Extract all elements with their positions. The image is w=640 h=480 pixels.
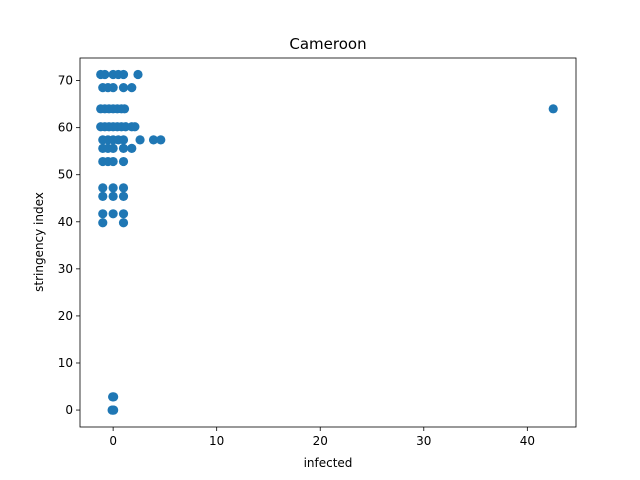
scatter-point xyxy=(548,104,558,114)
y-axis-label: stringency index xyxy=(32,192,46,292)
scatter-point xyxy=(118,143,129,153)
scatter-point xyxy=(148,135,159,145)
x-tick-label: 30 xyxy=(416,434,431,448)
y-tick-label: 50 xyxy=(58,168,73,182)
scatter-point xyxy=(119,104,130,114)
y-tick-label: 60 xyxy=(58,121,73,135)
x-axis-label: infected xyxy=(304,456,353,470)
y-tick-label: 10 xyxy=(58,356,73,370)
y-tick-label: 70 xyxy=(58,74,73,88)
scatter-point xyxy=(100,69,110,80)
scatter-point xyxy=(118,135,129,145)
scatter-point xyxy=(108,143,118,153)
scatter-point xyxy=(98,218,108,228)
x-tick-label: 20 xyxy=(313,434,328,448)
scatter-point xyxy=(118,209,129,219)
scatter-point xyxy=(108,209,118,219)
scatter-point xyxy=(118,218,129,228)
scatter-point xyxy=(98,209,108,219)
scatter-point xyxy=(135,135,145,145)
scatter-point xyxy=(118,69,129,80)
x-tick-label: 10 xyxy=(209,434,224,448)
scatter-point xyxy=(109,392,119,402)
scatter-point xyxy=(133,69,143,80)
scatter-point xyxy=(98,183,108,193)
scatter-point xyxy=(108,183,118,193)
scatter-point xyxy=(118,156,129,167)
scatter-point xyxy=(108,83,118,93)
x-tick-label: 0 xyxy=(109,434,117,448)
scatter-point xyxy=(108,156,118,167)
chart-title: Cameroon xyxy=(289,35,366,53)
scatter-point xyxy=(127,143,137,153)
scatter-point xyxy=(118,83,129,93)
points-layer xyxy=(96,69,558,415)
y-tick-label: 30 xyxy=(58,262,73,276)
y-tick-label: 0 xyxy=(65,403,73,417)
scatter-point xyxy=(98,191,108,201)
scatter-point xyxy=(118,191,129,201)
x-axis-ticks: 0 10 20 30 40 xyxy=(109,427,535,448)
scatter-point xyxy=(118,183,129,193)
y-axis-ticks: 0 10 20 30 40 50 60 70 xyxy=(58,74,80,417)
plot-area-frame xyxy=(79,57,577,428)
scatter-point xyxy=(108,191,118,201)
x-tick-label: 40 xyxy=(520,434,535,448)
y-tick-label: 20 xyxy=(58,309,73,323)
scatter-point xyxy=(130,122,140,132)
y-tick-label: 40 xyxy=(58,215,73,229)
scatter-point xyxy=(156,135,166,145)
scatter-point xyxy=(108,405,118,415)
scatter-point xyxy=(127,83,137,93)
